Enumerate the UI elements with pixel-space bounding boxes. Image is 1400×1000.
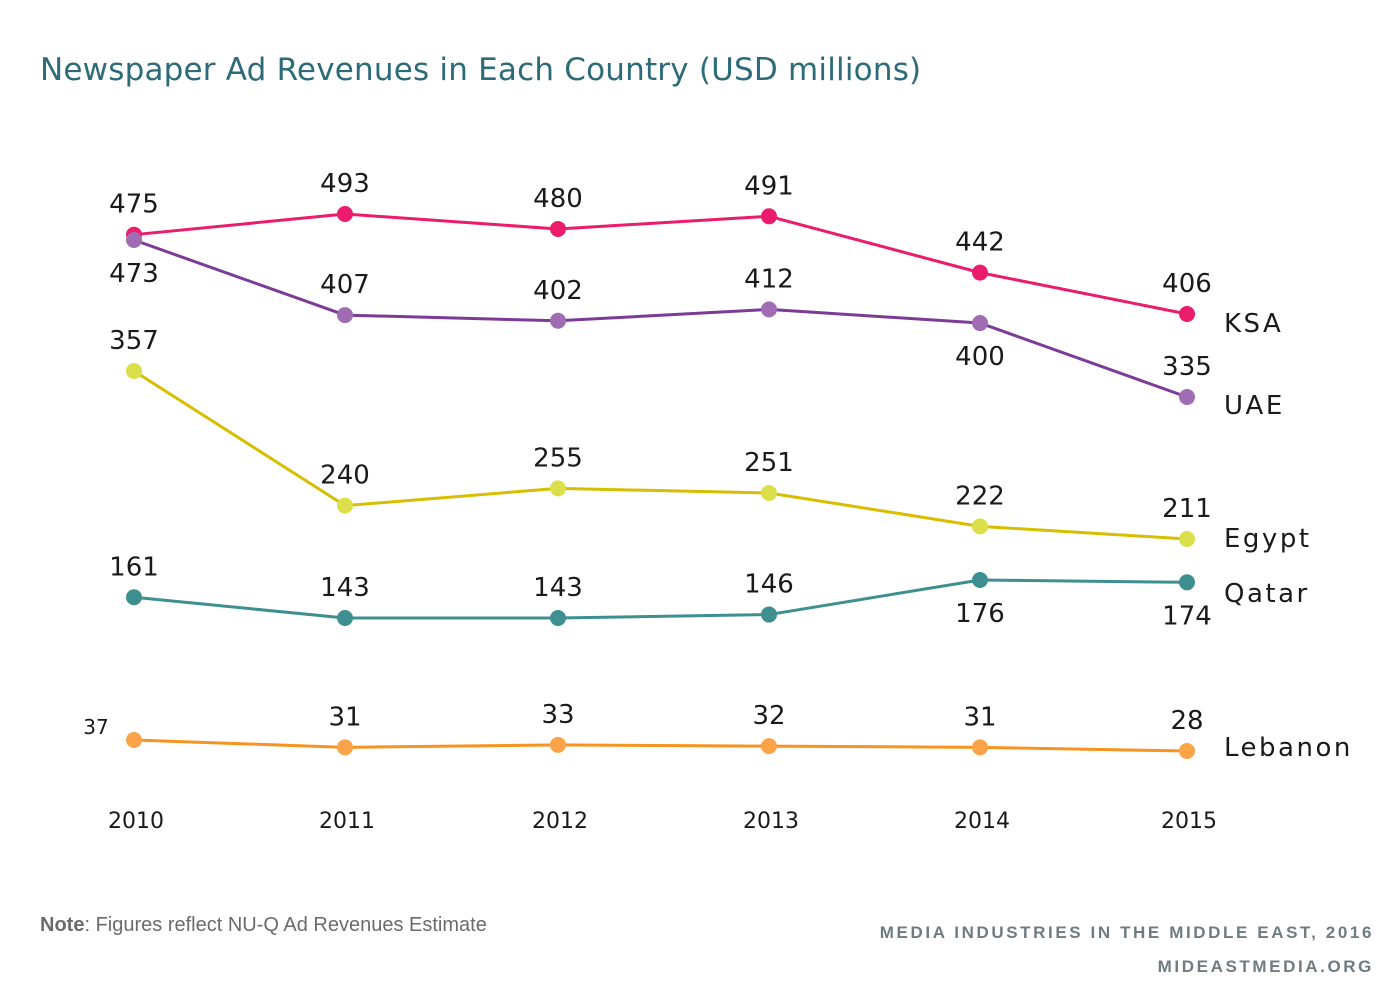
qatar-point-2014 [972, 572, 988, 588]
uae-point-2014 [972, 315, 988, 332]
x-axis-ticks: 2010 2011 2012 2013 2014 2015 [108, 809, 1217, 834]
egypt-label-2011: 240 [320, 461, 370, 491]
qatar-label-2012: 143 [533, 573, 583, 603]
lebanon-point-2014 [972, 739, 988, 756]
series-names: KSA UAE Egypt Qatar Lebanon [1224, 309, 1353, 763]
series-points [126, 206, 1195, 759]
egypt-label-2013: 251 [744, 448, 794, 478]
ksa-series-name: KSA [1224, 309, 1283, 339]
qatar-label-2010: 161 [109, 552, 159, 582]
footnote: Note: Figures reflect NU-Q Ad Revenues E… [40, 914, 487, 937]
uae-point-2012 [550, 312, 566, 329]
egypt-point-2010 [126, 363, 142, 379]
credit-line-1: MEDIA INDUSTRIES IN THE MIDDLE EAST, 201… [879, 923, 1374, 942]
x-tick-2015: 2015 [1161, 809, 1217, 834]
uae-label-2010: 473 [109, 259, 159, 289]
series-lines [133, 212, 1188, 753]
lebanon-label-2011: 31 [328, 702, 361, 732]
qatar-label-2015: 174 [1162, 601, 1212, 631]
ksa-point-2013 [761, 208, 777, 225]
qatar-label-2013: 146 [744, 570, 794, 600]
lebanon-point-2011 [337, 739, 353, 756]
credit-line-2: MIDEASTMEDIA.ORG [1157, 957, 1374, 976]
uae-series-name: UAE [1224, 391, 1285, 421]
x-tick-2014: 2014 [954, 809, 1010, 834]
lebanon-label-2014: 31 [963, 702, 996, 732]
qatar-point-2015 [1179, 574, 1195, 591]
ksa-label-2012: 480 [533, 184, 583, 214]
note-label: Note [40, 914, 85, 936]
uae-line [133, 238, 1188, 399]
uae-label-2014: 400 [955, 342, 1005, 372]
data-labels: 475 493 480 491 442 406 473 407 402 412 400 335 357 2… [83, 169, 1212, 739]
qatar-point-2012 [550, 610, 566, 626]
ksa-label-2011: 493 [320, 169, 370, 199]
uae-label-2015: 335 [1162, 352, 1212, 382]
x-tick-2013: 2013 [743, 809, 799, 834]
uae-label-2011: 407 [320, 270, 370, 300]
egypt-point-2015 [1179, 531, 1195, 547]
ksa-label-2013: 491 [744, 171, 794, 201]
ksa-point-2015 [1179, 306, 1195, 322]
chart-title: Newspaper Ad Revenues in Each Country (U… [40, 52, 922, 88]
egypt-label-2015: 211 [1162, 494, 1212, 524]
uae-label-2013: 412 [744, 264, 794, 294]
ksa-point-2014 [972, 264, 988, 281]
lebanon-label-2012: 33 [541, 700, 574, 730]
lebanon-series-name: Lebanon [1224, 733, 1353, 763]
qatar-series-name: Qatar [1224, 579, 1310, 609]
ksa-point-2012 [550, 220, 566, 237]
lebanon-label-2010: 37 [83, 715, 108, 739]
egypt-series-name: Egypt [1224, 524, 1312, 554]
lebanon-line [133, 738, 1188, 753]
egypt-point-2011 [337, 497, 353, 514]
egypt-line [133, 369, 1188, 541]
egypt-label-2010: 357 [109, 326, 159, 356]
uae-point-2013 [761, 301, 777, 318]
lebanon-label-2013: 32 [752, 701, 785, 731]
ksa-line [133, 212, 1188, 316]
egypt-point-2014 [972, 518, 988, 535]
lebanon-point-2012 [550, 736, 566, 753]
ksa-label-2010: 475 [109, 190, 159, 220]
x-tick-2011: 2011 [319, 809, 375, 834]
ksa-point-2011 [337, 206, 353, 222]
qatar-label-2014: 176 [955, 599, 1005, 629]
uae-point-2011 [337, 307, 353, 324]
uae-point-2015 [1179, 389, 1195, 405]
egypt-label-2014: 222 [955, 481, 1005, 511]
uae-point-2010 [126, 232, 142, 248]
qatar-point-2011 [337, 610, 353, 626]
lebanon-point-2010 [126, 732, 142, 748]
egypt-point-2012 [550, 480, 566, 497]
lebanon-point-2013 [761, 738, 777, 755]
lebanon-point-2015 [1179, 743, 1195, 759]
lebanon-label-2015: 28 [1170, 706, 1203, 736]
qatar-point-2010 [126, 589, 142, 606]
egypt-label-2012: 255 [533, 443, 583, 473]
uae-label-2012: 402 [533, 276, 583, 306]
x-tick-2012: 2012 [532, 809, 588, 834]
ksa-label-2014: 442 [955, 228, 1005, 258]
note-text: : Figures reflect NU-Q Ad Revenues Estim… [84, 914, 487, 936]
qatar-line [133, 578, 1188, 620]
qatar-point-2013 [761, 606, 777, 623]
egypt-point-2013 [761, 484, 777, 501]
ksa-label-2015: 406 [1162, 269, 1212, 299]
x-tick-2010: 2010 [108, 809, 164, 834]
qatar-label-2011: 143 [320, 573, 370, 603]
